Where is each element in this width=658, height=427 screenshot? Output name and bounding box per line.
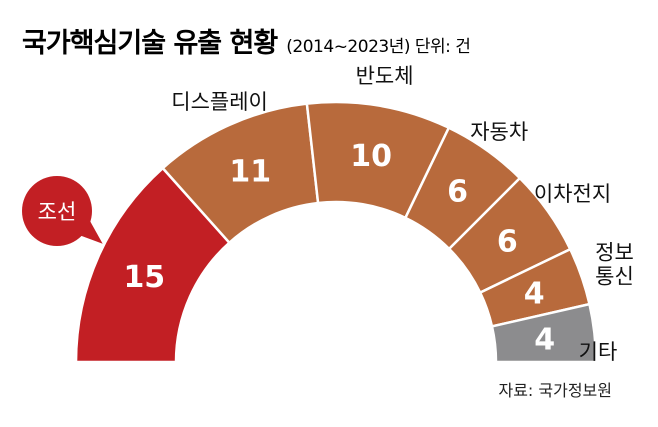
- category-label: 이차전지: [534, 182, 611, 206]
- category-label: 기타: [579, 340, 618, 364]
- chart-title-main: 국가핵심기술 유출 현황: [22, 28, 278, 59]
- category-label: 디스플레이: [171, 90, 268, 114]
- category-label-highlight: 조선: [38, 200, 77, 224]
- callout-bubble: [22, 176, 92, 246]
- callout-group: 조선: [22, 176, 103, 246]
- slice-7: [490, 302, 598, 364]
- slice-value-label: 6: [497, 224, 518, 259]
- slice-value-label: 6: [447, 175, 468, 210]
- slice-value-label: 15: [123, 260, 165, 295]
- slice-value-label: 4: [534, 322, 555, 357]
- chart-subtitle: (2014~2023년) 단위: 건: [286, 37, 470, 57]
- slice-value-label: 10: [350, 139, 392, 174]
- slice-value-label: 4: [524, 277, 545, 312]
- category-label: 자동차: [470, 120, 528, 144]
- slices-group: [74, 100, 598, 364]
- slice-value-label: 11: [229, 154, 271, 189]
- category-label: 정보 통신: [595, 241, 634, 289]
- source-note: 자료: 국가정보원: [498, 381, 612, 400]
- callout-pointer: [79, 221, 103, 244]
- category-label: 반도체: [356, 64, 414, 88]
- chart-title: 국가핵심기술 유출 현황 (2014~2023년) 단위: 건: [22, 28, 470, 59]
